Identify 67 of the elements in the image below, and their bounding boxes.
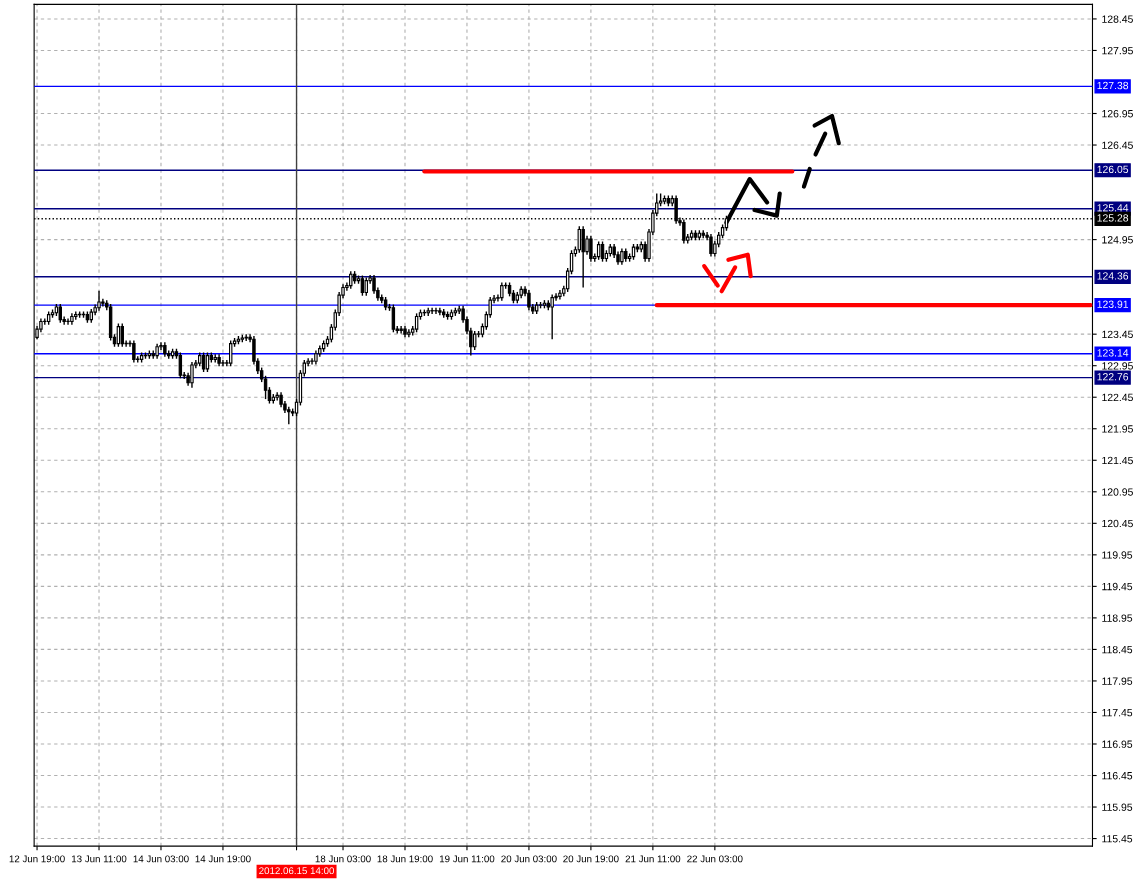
candlestick	[66, 317, 70, 326]
ref-line-label: 123.14	[1097, 349, 1129, 357]
ref-line-label: 127.38	[1097, 81, 1129, 90]
y-tick-label: 118.95	[1102, 614, 1133, 622]
candlestick	[434, 306, 438, 315]
y-tick-label: 119.45	[1102, 582, 1133, 591]
x-tick-label: 14 Jun 19:00	[195, 855, 251, 863]
y-tick-label: 122.95	[1102, 362, 1133, 370]
x-tick-label: 18 Jun 19:00	[377, 855, 433, 863]
candlestick	[205, 351, 210, 373]
ref-line-label: 123.91	[1097, 300, 1129, 308]
ref-line-label: 126.05	[1097, 165, 1129, 174]
x-tick-label: 18 Jun 03:00	[315, 855, 371, 863]
y-tick-label: 116.95	[1102, 740, 1133, 748]
y-tick-label: 121.95	[1102, 425, 1133, 433]
y-tick-label: 115.45	[1102, 835, 1133, 843]
x-tick-label: 14 Jun 03:00	[133, 855, 189, 863]
ref-line-label: 122.76	[1097, 373, 1129, 381]
ref-line-label: 125.44	[1097, 204, 1129, 212]
candlestick	[407, 328, 411, 339]
y-tick-label: 124.95	[1102, 236, 1133, 244]
y-tick-label: 127.95	[1102, 46, 1133, 55]
y-tick-label: 120.45	[1102, 519, 1133, 528]
y-tick-label: 117.45	[1102, 709, 1133, 717]
y-tick-label: 117.95	[1102, 677, 1133, 685]
y-tick-label: 126.95	[1102, 110, 1133, 118]
x-tick-label: 12 Jun 19:00	[9, 855, 65, 863]
candlestick	[430, 306, 434, 315]
y-tick-label: 116.45	[1102, 772, 1133, 780]
y-tick-label: 119.95	[1102, 551, 1133, 559]
y-tick-label: 115.95	[1102, 803, 1133, 811]
candlestick	[581, 225, 585, 289]
candlestick	[500, 281, 504, 302]
x-tick-label: 21 Jun 11:00	[625, 855, 681, 863]
candlestick	[190, 361, 194, 389]
candlestick	[682, 218, 686, 245]
x-tick-label: 22 Jun 03:00	[687, 855, 743, 863]
ref-line-label: 125.28	[1097, 214, 1129, 222]
y-tick-label: 121.45	[1102, 456, 1133, 465]
candlestick	[360, 274, 365, 297]
y-tick-label: 126.45	[1102, 141, 1133, 149]
candlestick	[577, 225, 582, 254]
candlestick	[527, 289, 531, 311]
x-tick-label: 13 Jun 11:00	[72, 855, 127, 863]
candlestick	[120, 322, 124, 348]
y-tick-label: 122.45	[1102, 393, 1133, 402]
y-tick-label: 128.45	[1102, 15, 1133, 23]
candlestick	[414, 312, 419, 333]
candlestick	[364, 276, 368, 297]
candlestick	[97, 289, 101, 312]
candlestick	[399, 325, 403, 335]
x-tick-label: 20 Jun 03:00	[501, 855, 557, 863]
candlestick	[600, 240, 605, 263]
x-tick-label: 2012.06.15 14:00	[259, 867, 335, 875]
y-tick-label: 120.95	[1102, 488, 1133, 496]
candlestick	[472, 330, 477, 351]
x-tick-label: 20 Jun 19:00	[563, 855, 619, 863]
candlestick	[709, 233, 713, 258]
candlestick	[275, 391, 279, 402]
candlestick	[589, 235, 593, 263]
y-tick-label: 118.45	[1102, 645, 1133, 654]
candlestick	[132, 339, 136, 364]
y-tick-label: 123.45	[1102, 330, 1133, 339]
candlestick	[550, 293, 554, 340]
ref-line-label: 124.36	[1097, 272, 1129, 280]
candlestick	[58, 303, 63, 324]
x-tick-label: 19 Jun 11:00	[439, 855, 495, 863]
